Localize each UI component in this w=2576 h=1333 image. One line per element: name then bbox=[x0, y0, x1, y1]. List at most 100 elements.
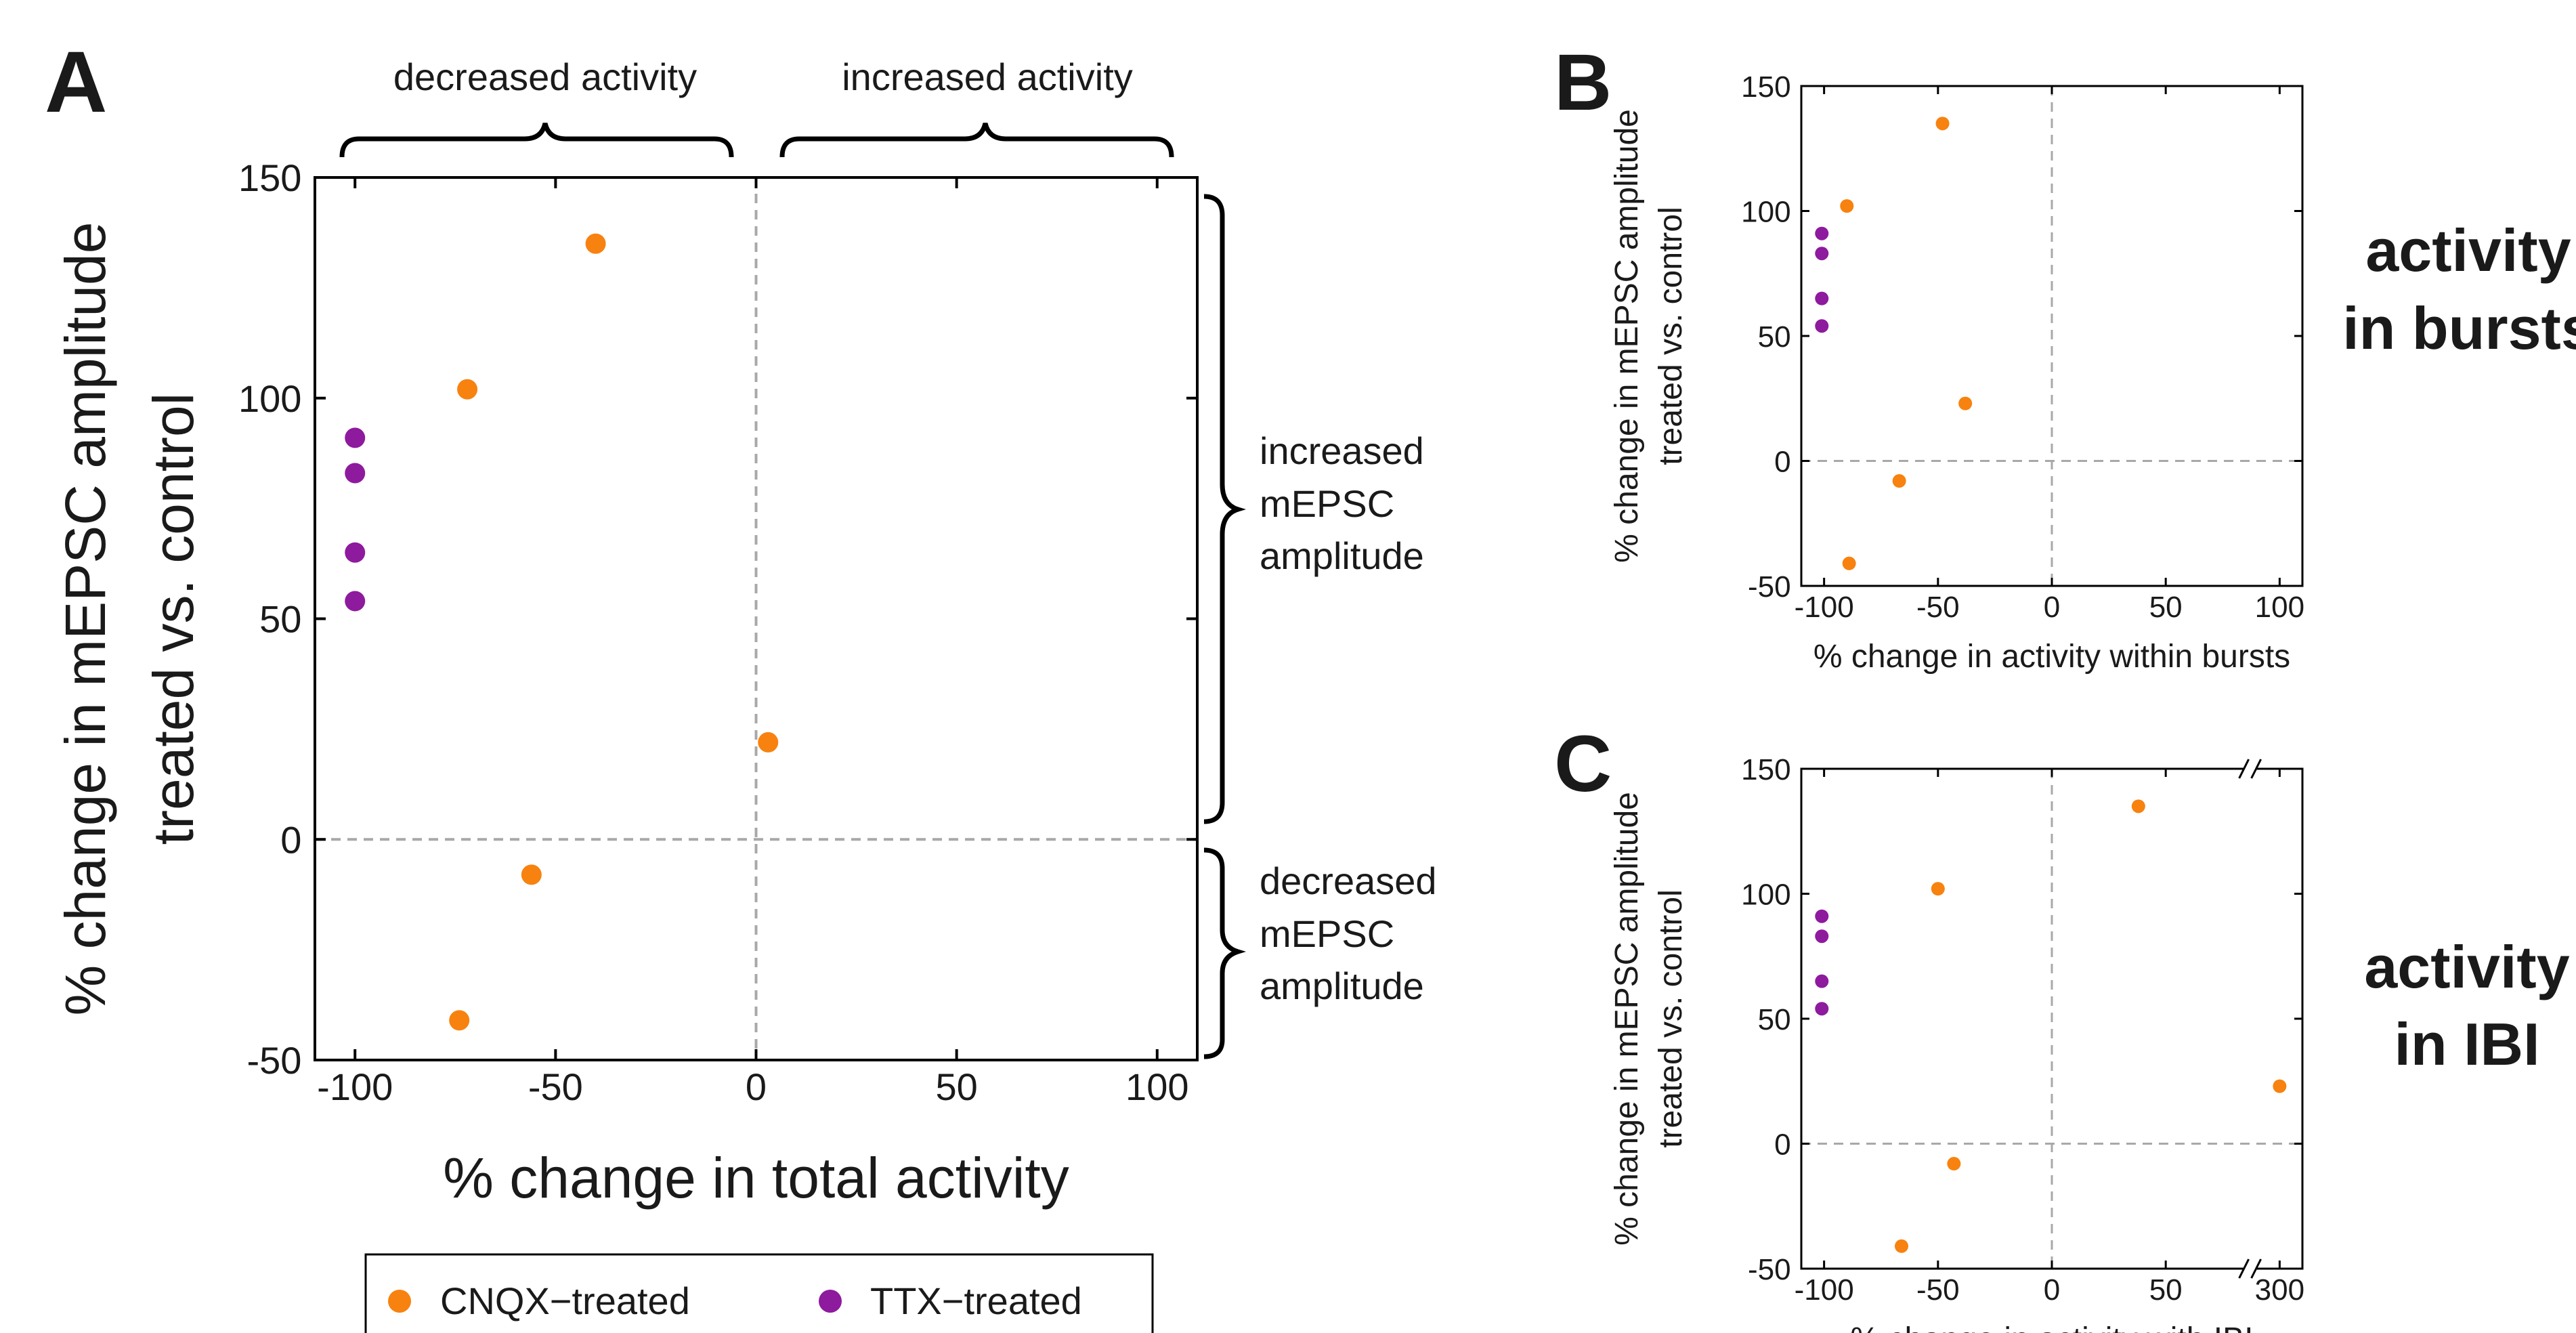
panel-c-point-ttx-0 bbox=[1815, 909, 1829, 923]
panel-c-y-axis-title-line2: treated vs. control bbox=[1653, 889, 1689, 1148]
panel-c-point-cnqx-3 bbox=[1947, 1157, 1961, 1171]
panel-c-xtick-label-4: 300 bbox=[2255, 1273, 2304, 1307]
panel-a-ytick-label-0: -50 bbox=[246, 1039, 301, 1082]
panel-a-y-axis-title-line1: % change in mEPSC amplitude bbox=[53, 222, 117, 1016]
annotation-increased-amplitude-line1: increased bbox=[1260, 429, 1424, 472]
panel-c-point-ttx-1 bbox=[1815, 929, 1829, 944]
panel-a-point-cnqx-0 bbox=[585, 233, 606, 254]
panel-b-point-ttx-3 bbox=[1815, 319, 1829, 333]
plot-a: -100 -50 0 50 100 -50 0 50 100 150 % change in tot… bbox=[53, 156, 1199, 1210]
panel-a-ytick-label-4: 150 bbox=[238, 156, 301, 199]
panel-b-ytick-label-2: 50 bbox=[1758, 320, 1791, 354]
panel-a-xtick-label-0: -100 bbox=[317, 1065, 393, 1108]
panel-a-point-cnqx-2 bbox=[758, 732, 779, 753]
panel-b-point-ttx-0 bbox=[1815, 226, 1829, 240]
panel-a-point-cnqx-4 bbox=[449, 1010, 470, 1031]
panel-a-point-ttx-2 bbox=[345, 542, 366, 563]
panel-c-side-label-line2: in IBI bbox=[2394, 1011, 2539, 1078]
panel-c-ytick-label-0: -50 bbox=[1748, 1253, 1791, 1286]
annotation-increased-amplitude: increased mEPSC amplitude bbox=[1260, 429, 1434, 577]
annotation-decreased-activity: decreased activity bbox=[393, 56, 697, 98]
panel-a-xtick-label-4: 100 bbox=[1125, 1065, 1188, 1108]
panel-b-point-cnqx-4 bbox=[1842, 556, 1856, 570]
panel-c-x-axis-title: % change in activity with IBI bbox=[1851, 1321, 2254, 1333]
panel-b-ytick-label-4: 150 bbox=[1741, 70, 1790, 104]
panel-b-xtick-label-3: 50 bbox=[2149, 591, 2183, 624]
panel-a-point-ttx-0 bbox=[345, 427, 366, 448]
brace-decreased-activity bbox=[339, 123, 734, 158]
panel-a-letter: A bbox=[45, 34, 107, 131]
legend-marker-ttx bbox=[819, 1290, 842, 1313]
annotation-decreased-amplitude-line2: mEPSC bbox=[1260, 912, 1394, 955]
panel-b-point-cnqx-3 bbox=[1892, 474, 1906, 488]
panel-c-point-cnqx-0 bbox=[2131, 799, 2145, 813]
panel-a-point-cnqx-3 bbox=[521, 864, 542, 885]
panel-b-xtick-label-0: -100 bbox=[1795, 591, 1854, 624]
panel-b-ytick-label-1: 0 bbox=[1774, 445, 1790, 478]
panel-c-xtick-label-3: 50 bbox=[2149, 1273, 2183, 1307]
panel-b-side-label-line1: activity bbox=[2365, 217, 2571, 284]
panel-b-ytick-label-0: -50 bbox=[1748, 570, 1791, 604]
panel-b-xtick-label-2: 0 bbox=[2044, 591, 2060, 624]
panel-c-point-cnqx-1 bbox=[1931, 882, 1945, 896]
panel-c-axis-break-mark-0b bbox=[2250, 759, 2262, 779]
panel-b-xtick-label-4: 100 bbox=[2255, 591, 2304, 624]
panel-a-point-ttx-1 bbox=[345, 463, 366, 484]
legend: CNQX−treated TTX−treated bbox=[364, 1253, 1154, 1333]
panel-c-ytick-label-2: 50 bbox=[1758, 1003, 1791, 1036]
annotation-decreased-amplitude: decreased mEPSC amplitude bbox=[1260, 860, 1447, 1007]
panel-b-xtick-label-1: -50 bbox=[1916, 591, 1960, 624]
panel-c-letter: C bbox=[1554, 719, 1612, 809]
panel-c-ytick-label-4: 150 bbox=[1741, 753, 1790, 786]
annotation-increased-amplitude-line3: amplitude bbox=[1260, 534, 1424, 577]
panel-c-xtick-label-0: -100 bbox=[1795, 1273, 1854, 1307]
panel-b-y-axis-title-line2: treated vs. control bbox=[1653, 207, 1689, 465]
annotation-decreased-amplitude-line1: decreased bbox=[1260, 860, 1437, 902]
panel-c-point-ttx-2 bbox=[1815, 974, 1829, 988]
annotation-increased-activity: increased activity bbox=[842, 56, 1133, 98]
panel-c-axis-break-mark-1b bbox=[2250, 1258, 2262, 1279]
panel-a-x-axis-title: % change in total activity bbox=[443, 1146, 1069, 1210]
panel-c-axis-break-mark-0a bbox=[2238, 759, 2250, 779]
panel-c-point-ttx-3 bbox=[1815, 1002, 1829, 1016]
panel-c-y-axis-title-line1: % change in mEPSC amplitude bbox=[1609, 792, 1645, 1246]
panel-b-side-label-line2: in bursts bbox=[2342, 295, 2576, 362]
panel-b-point-ttx-2 bbox=[1815, 291, 1829, 305]
panel-a-point-ttx-3 bbox=[345, 591, 366, 612]
panel-b-point-cnqx-0 bbox=[1935, 117, 1950, 131]
panel-a-xtick-label-2: 0 bbox=[746, 1065, 767, 1108]
panel-b-letter: B bbox=[1554, 38, 1612, 127]
brace-decreased-amplitude bbox=[1203, 847, 1247, 1059]
panel-a-point-cnqx-1 bbox=[457, 379, 478, 400]
panel-c-axis-break-gap-1 bbox=[2243, 1265, 2257, 1273]
brace-increased-amplitude bbox=[1203, 194, 1246, 824]
panel-c-side-label-line1: activity bbox=[2364, 933, 2569, 1000]
panel-c-axis-break-gap-0 bbox=[2243, 765, 2257, 773]
panel-c-ytick-label-3: 100 bbox=[1741, 878, 1790, 911]
legend-label-cnqx: CNQX−treated bbox=[440, 1279, 690, 1322]
panel-a-ytick-label-1: 0 bbox=[280, 818, 301, 861]
legend-label-ttx: TTX−treated bbox=[870, 1279, 1082, 1322]
panel-c-xtick-label-2: 0 bbox=[2044, 1273, 2060, 1307]
panel-b-x-axis-title: % change in activity within bursts bbox=[1813, 639, 2290, 675]
panel-b-point-cnqx-1 bbox=[1840, 199, 1854, 213]
legend-box bbox=[364, 1253, 1154, 1333]
panel-c-axis-break-mark-1a bbox=[2238, 1258, 2250, 1279]
annotation-decreased-amplitude-line3: amplitude bbox=[1260, 965, 1424, 1007]
panel-a-ytick-label-3: 100 bbox=[238, 377, 301, 420]
panel-b-y-axis-title-line1: % change in mEPSC amplitude bbox=[1609, 109, 1645, 563]
panel-b-ytick-label-3: 100 bbox=[1741, 195, 1790, 228]
panel-a-y-axis-title-line2: treated vs. control bbox=[142, 393, 205, 845]
panel-c-point-cnqx-2 bbox=[2273, 1079, 2287, 1093]
annotation-increased-amplitude-line2: mEPSC bbox=[1260, 482, 1394, 525]
panel-a-xtick-label-3: 50 bbox=[935, 1065, 977, 1108]
panel-c-point-cnqx-4 bbox=[1895, 1239, 1908, 1253]
panel-b-point-cnqx-2 bbox=[1958, 396, 1973, 410]
panel-c-ytick-label-1: 0 bbox=[1774, 1128, 1790, 1161]
brace-increased-activity bbox=[779, 123, 1174, 158]
panel-a-xtick-label-1: -50 bbox=[528, 1065, 583, 1108]
